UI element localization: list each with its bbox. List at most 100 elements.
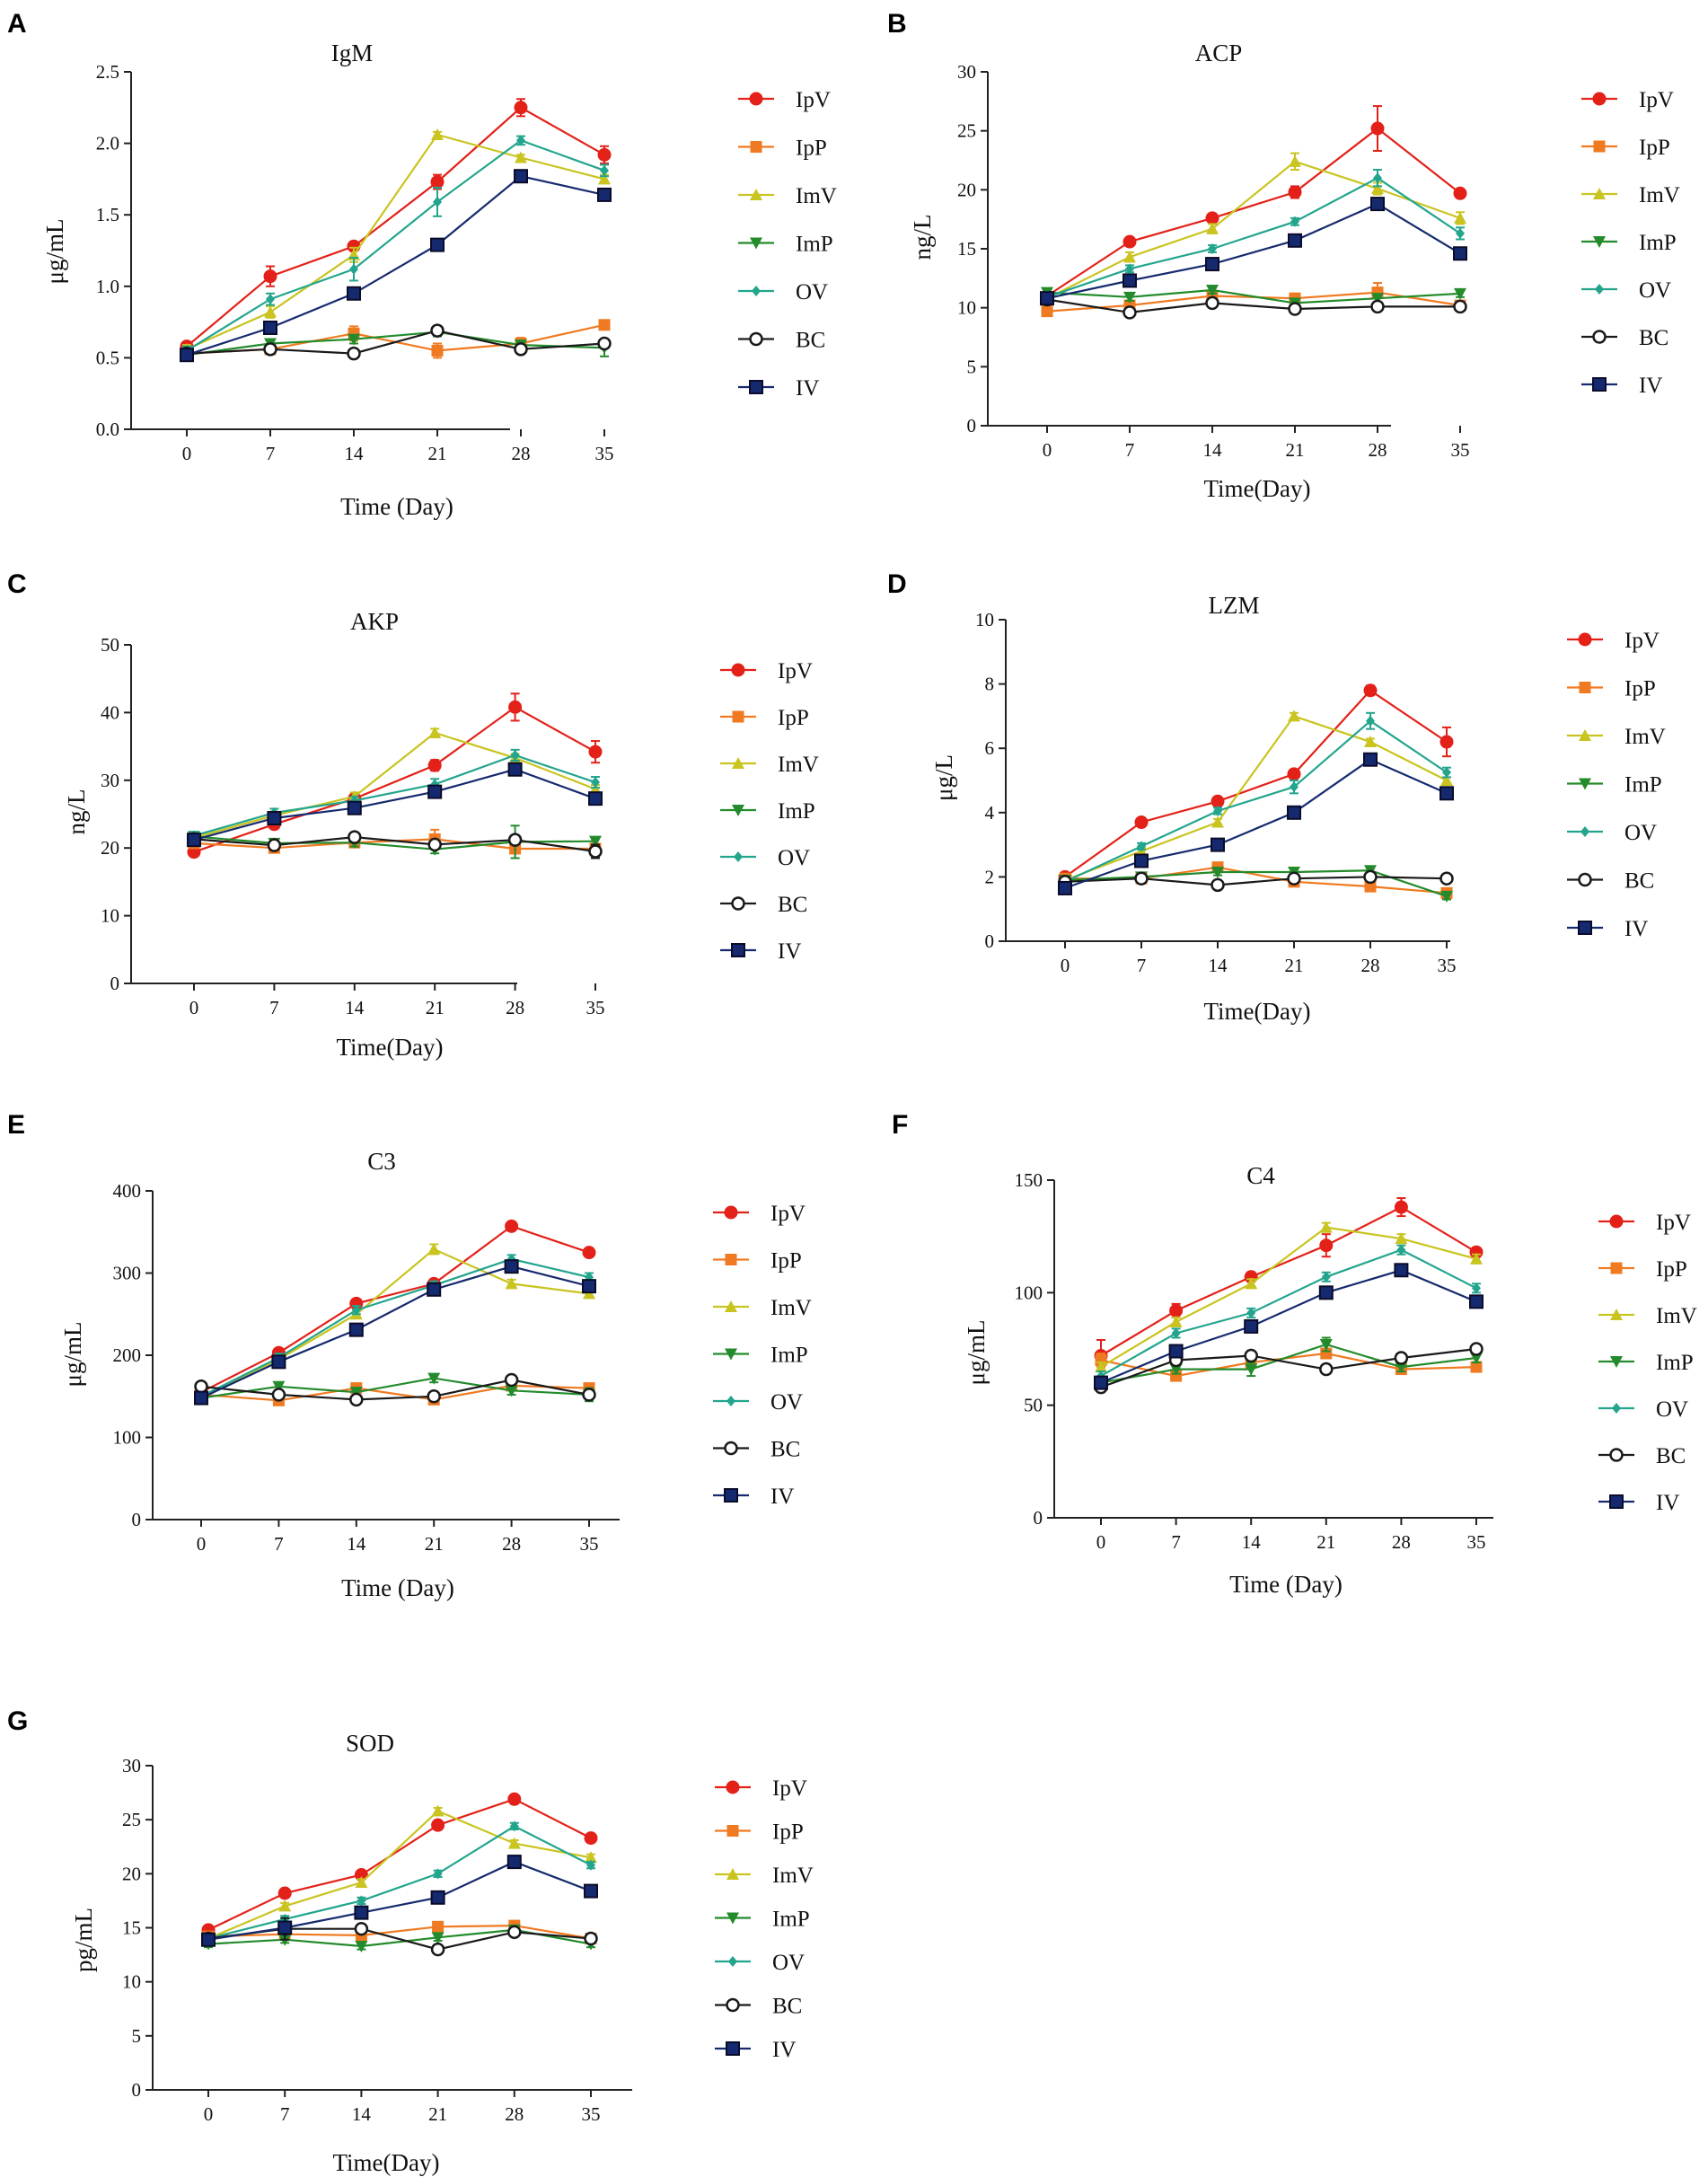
data-point-bc-shape bbox=[349, 1392, 364, 1407]
data-point-ipv bbox=[514, 101, 528, 115]
x-axis-label: Time(Day) bbox=[1204, 475, 1311, 502]
y-tick-label: 2.0 bbox=[96, 133, 119, 154]
data-point-imp-shape bbox=[1206, 284, 1219, 296]
series-imv bbox=[195, 1242, 595, 1402]
legend-item-iv: IV bbox=[715, 2038, 796, 2062]
x-tick-label: 0 bbox=[189, 997, 199, 1018]
legend-marker-imp-shape bbox=[726, 1912, 739, 1925]
data-point-ov bbox=[586, 1859, 595, 1871]
data-point-iv bbox=[1469, 1294, 1483, 1309]
legend-item-iv: IV bbox=[720, 939, 801, 964]
data-point-ov-shape bbox=[509, 1820, 519, 1832]
data-point-ipv bbox=[431, 1818, 445, 1832]
legend-item-ipv: IpV bbox=[738, 88, 831, 112]
data-point-bc bbox=[504, 1372, 519, 1388]
legend-item-bc: BC bbox=[1581, 326, 1668, 350]
data-point-iv bbox=[348, 1322, 364, 1337]
legend-marker-ov-shape bbox=[734, 851, 743, 862]
legend-marker-ipp bbox=[732, 710, 744, 723]
data-point-ipv bbox=[1169, 1303, 1184, 1318]
series-line-bc bbox=[1046, 298, 1460, 314]
data-point-iv bbox=[187, 833, 201, 848]
series-bc bbox=[180, 323, 612, 361]
data-point-bc bbox=[263, 342, 277, 357]
legend-marker-ipv bbox=[724, 1205, 738, 1220]
series-line-imv bbox=[1046, 160, 1461, 300]
data-point-imv bbox=[505, 1277, 518, 1290]
legend-label-ipp: IpP bbox=[1639, 136, 1670, 160]
data-point-imv-shape bbox=[1395, 1232, 1408, 1245]
data-point-bc-shape bbox=[1134, 871, 1149, 886]
legend-item-ipv: IpV bbox=[720, 659, 813, 683]
y-tick-label: 20 bbox=[122, 1863, 141, 1884]
y-axis-label: μg/mL bbox=[41, 219, 68, 285]
legend-label-iv: IV bbox=[772, 2038, 796, 2062]
data-point-bc-shape bbox=[1287, 871, 1301, 886]
data-point-imv bbox=[1395, 1232, 1408, 1245]
data-point-imv-shape bbox=[278, 1899, 292, 1912]
data-point-imv bbox=[1206, 222, 1219, 234]
legend-marker-ov-shape bbox=[728, 1956, 737, 1967]
y-tick-label: 0 bbox=[110, 973, 120, 994]
x-tick-label: 35 bbox=[1438, 955, 1457, 976]
legend-marker-ipv-shape bbox=[749, 92, 763, 106]
data-point-ipv bbox=[263, 269, 277, 284]
legend-item-ov: OV bbox=[738, 280, 828, 304]
legend-item-ipp: IpP bbox=[715, 1820, 804, 1845]
legend-label-iv: IV bbox=[1656, 1491, 1679, 1515]
data-point-ipv-shape bbox=[507, 1792, 522, 1806]
legend-item-bc: BC bbox=[1598, 1444, 1686, 1468]
legend-label-bc: BC bbox=[1639, 326, 1668, 350]
series-line-ov bbox=[193, 754, 596, 837]
data-point-ov-shape bbox=[1137, 841, 1146, 852]
legend-label-bc: BC bbox=[1624, 869, 1654, 894]
data-point-iv bbox=[430, 1890, 445, 1905]
series-line-ipv bbox=[1046, 127, 1461, 297]
data-point-iv-shape bbox=[1205, 257, 1219, 272]
legend-marker-ov bbox=[1580, 826, 1589, 837]
legend-marker-ov bbox=[1595, 284, 1604, 295]
series-line-ipv bbox=[193, 706, 596, 853]
data-point-imv bbox=[1288, 710, 1300, 722]
data-point-imp-shape bbox=[355, 1940, 368, 1952]
data-point-imp bbox=[1470, 1353, 1483, 1365]
data-point-iv bbox=[1453, 246, 1467, 261]
legend-marker-imv-shape bbox=[726, 1868, 739, 1880]
data-point-bc-shape bbox=[1205, 295, 1219, 311]
data-point-ov-shape bbox=[351, 1304, 361, 1316]
data-point-bc bbox=[1123, 305, 1137, 320]
data-point-ipv-shape bbox=[427, 758, 442, 772]
data-point-ov bbox=[266, 294, 275, 305]
legend-marker-bc bbox=[724, 1441, 738, 1456]
legend-item-ov: OV bbox=[1598, 1397, 1688, 1422]
legend-label-bc: BC bbox=[796, 329, 825, 353]
series-imp bbox=[1059, 865, 1453, 903]
x-tick-label: 21 bbox=[425, 1533, 444, 1555]
legend-marker-ipv bbox=[749, 92, 763, 106]
legend: IpV IpP ImV ImP OV BC IV bbox=[713, 1202, 812, 1509]
data-point-iv bbox=[347, 286, 361, 301]
data-point-iv bbox=[1439, 786, 1454, 801]
x-tick-label: 7 bbox=[274, 1533, 284, 1555]
data-point-bc-shape bbox=[1288, 302, 1302, 316]
data-point-imp-shape bbox=[505, 1385, 518, 1397]
y-tick-label: 0.5 bbox=[96, 347, 119, 368]
legend-item-imv: ImV bbox=[715, 1864, 814, 1888]
legend-label-imp: ImP bbox=[772, 1908, 810, 1932]
series-line-iv bbox=[186, 175, 605, 357]
data-point-imv bbox=[507, 1837, 521, 1849]
data-point-ov bbox=[1396, 1244, 1406, 1256]
legend-label-imp: ImP bbox=[1624, 773, 1662, 798]
legend-label-imp: ImP bbox=[778, 799, 815, 824]
series-bc bbox=[201, 1917, 598, 1957]
legend-marker-ov bbox=[728, 1956, 737, 1967]
legend-label-ipv: IpV bbox=[770, 1202, 806, 1226]
data-point-ov-shape bbox=[586, 1859, 595, 1871]
series-imv bbox=[202, 1804, 597, 1944]
data-point-bc bbox=[427, 837, 442, 852]
data-point-ov bbox=[516, 135, 525, 146]
data-point-ov bbox=[600, 164, 609, 176]
data-point-iv-shape bbox=[201, 1932, 216, 1947]
data-point-ipv bbox=[427, 758, 442, 772]
legend-marker-ipp bbox=[726, 1825, 739, 1837]
